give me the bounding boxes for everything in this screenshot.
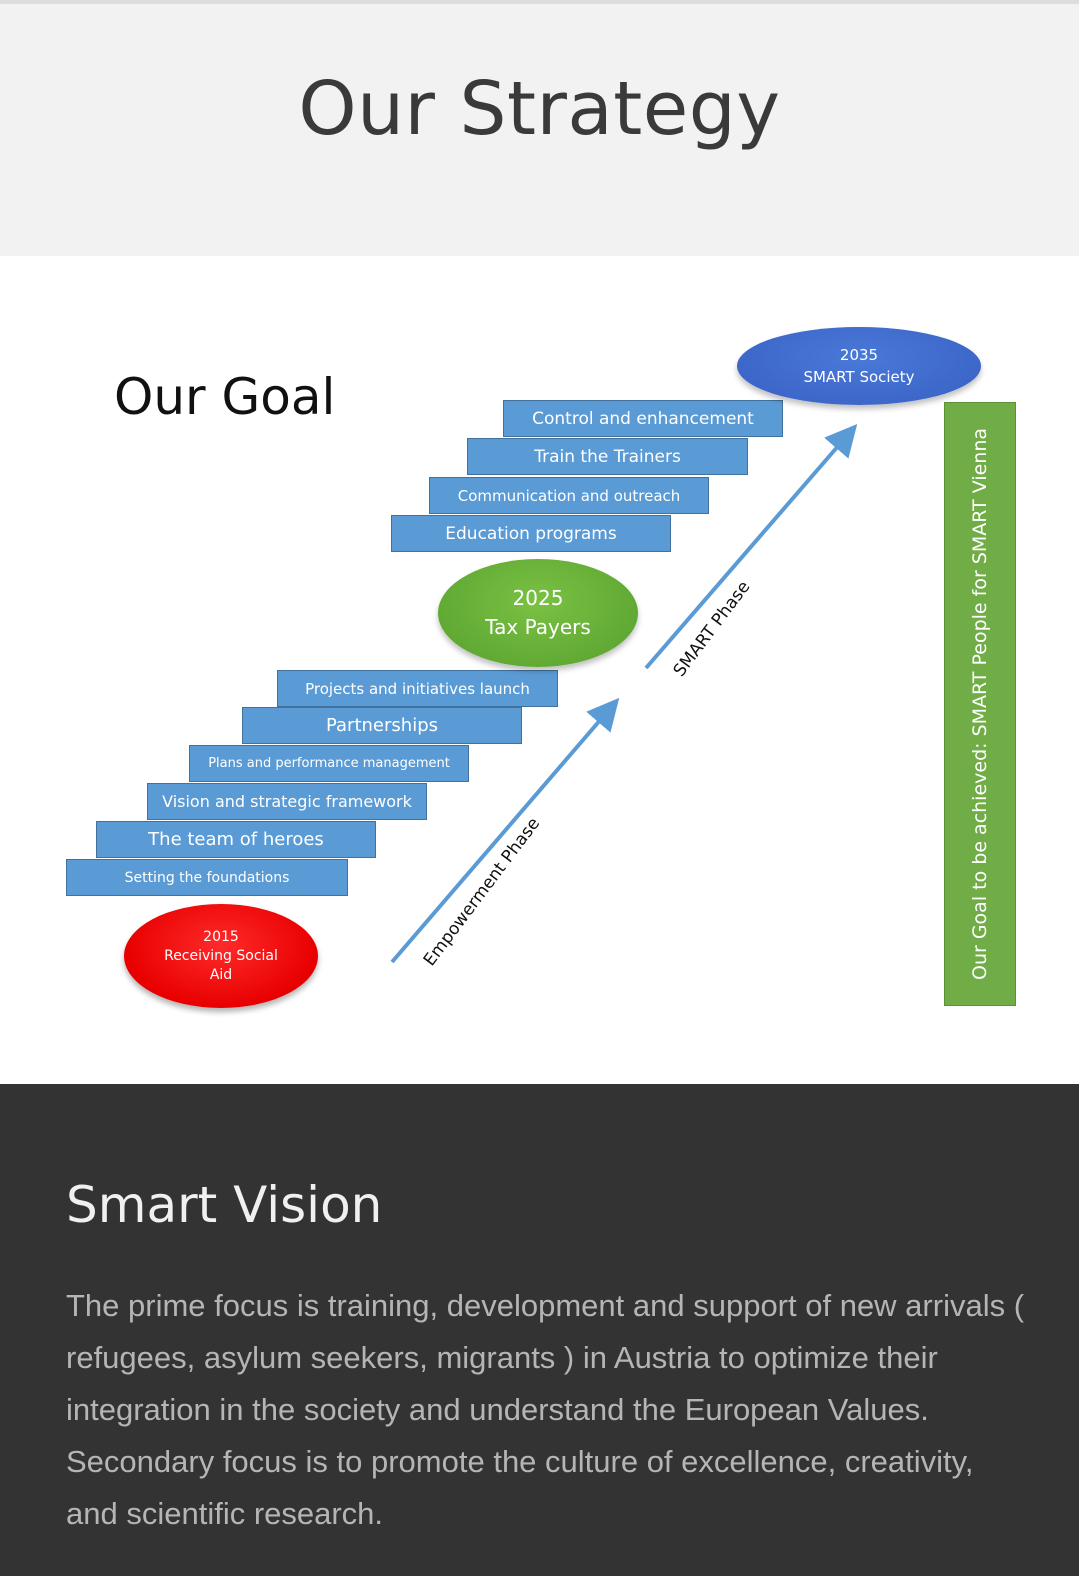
- milestone-2025-year: 2025: [512, 586, 564, 610]
- milestone-2015-label-line2: Aid: [209, 966, 233, 983]
- step-setting-foundations: Setting the foundations: [66, 859, 348, 896]
- milestone-2015: 2015 Receiving Social Aid: [124, 904, 318, 1008]
- milestone-2035-label: SMART Society: [803, 368, 915, 386]
- smart-vision-section: Smart Vision The prime focus is training…: [0, 1084, 1079, 1576]
- step-projects-launch: Projects and initiatives launch: [277, 670, 558, 707]
- step-vision-framework: Vision and strategic framework: [147, 783, 427, 820]
- diagram-goal-title: Our Goal: [114, 368, 336, 426]
- empowerment-phase-arrow: [390, 697, 620, 964]
- top-border: [0, 0, 1079, 4]
- page-title: Our Strategy: [298, 66, 781, 152]
- smart-phase-arrow: [644, 423, 858, 670]
- milestone-2035: 2035 SMART Society: [737, 327, 981, 405]
- step-education-programs: Education programs: [391, 515, 671, 552]
- vision-text: The prime focus is training, development…: [66, 1288, 1025, 1531]
- page-header: Our Strategy: [0, 4, 1079, 256]
- vision-title: Smart Vision: [66, 1176, 383, 1234]
- step-plans-performance: Plans and performance management: [189, 745, 469, 782]
- phase-arrows: [390, 423, 858, 964]
- milestone-2025-label: Tax Payers: [485, 615, 591, 639]
- step-communication-outreach: Communication and outreach: [429, 477, 709, 514]
- milestone-2035-year: 2035: [839, 346, 879, 364]
- step-control-enhancement: Control and enhancement: [503, 400, 783, 437]
- strategy-diagram: Our Goal Empowerment Phase SMART Phase S…: [0, 256, 1079, 1084]
- goal-bar-text: Our Goal to be achieved: SMART People fo…: [969, 427, 991, 981]
- step-train-trainers: Train the Trainers: [467, 438, 748, 475]
- step-team-of-heroes: The team of heroes: [96, 821, 376, 858]
- milestone-2015-label-line1: Receiving Social: [164, 947, 278, 964]
- step-partnerships: Partnerships: [242, 707, 522, 744]
- milestone-2025: 2025 Tax Payers: [438, 559, 638, 667]
- milestone-2015-year: 2015: [203, 928, 239, 945]
- goal-bar: [944, 402, 1016, 1006]
